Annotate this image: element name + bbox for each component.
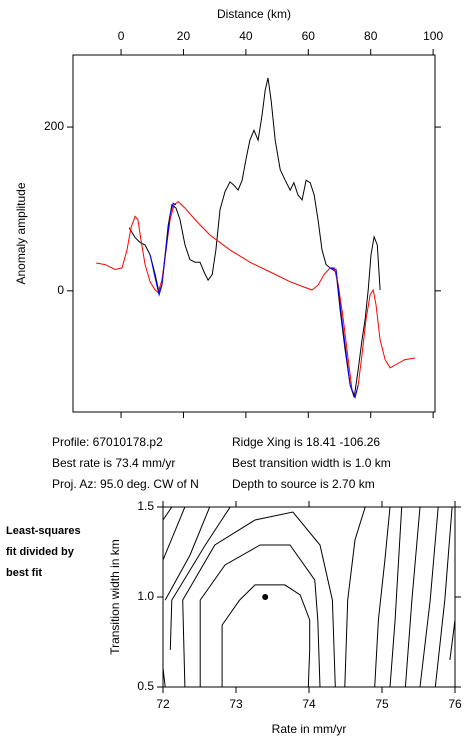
note-text: best fit [6,567,42,579]
contour-line [169,506,231,650]
x-tick-label: 74 [302,697,316,711]
contour-line [404,506,421,688]
contour-line [162,506,173,521]
x-tick-label: 73 [229,697,243,711]
info-text: Best transition width is 1.0 km [232,456,391,470]
contour-line [419,506,439,688]
x-tick-label: 75 [375,697,389,711]
plot-frame [72,54,436,413]
profile-line [329,267,359,399]
y-tick-label: 0.5 [137,679,154,693]
contour-line [162,506,186,561]
x-tick-label: 76 [448,697,462,711]
y-tick-label: 200 [44,119,64,133]
contour-line [199,544,321,688]
info-text: Ridge Xing is 18.41 -106.26 [232,435,380,449]
best-fit-point [262,594,269,600]
profile-line [149,202,177,297]
contour-line [162,667,166,688]
x-tick-label: 60 [302,29,316,43]
info-text: Profile: 67010178.p2 [52,435,163,449]
x-tick-label: 72 [156,697,170,711]
contour-line [344,506,366,688]
contour-line [389,506,403,688]
x-axis-label: Rate in mm/yr [272,722,347,736]
contour-line [434,506,453,688]
x-tick-label: 40 [239,29,253,43]
contour-line [164,506,211,601]
x-tick-label: 20 [177,29,191,43]
y-tick-label: 0 [57,283,64,297]
contour-line [221,584,311,688]
info-text: Proj. Az: 95.0 deg. CW of N [52,477,199,491]
note-text: fit divided by [6,546,75,558]
contour-line [449,619,456,661]
y-axis-label: Transition width in km [108,539,122,655]
contour-line [182,511,336,688]
x-axis-label: Distance (km) [217,7,291,21]
info-text: Depth to source is 2.70 km [232,477,375,491]
y-tick-label: 1.5 [137,499,154,513]
x-tick-label: 0 [118,29,125,43]
profile-line [96,200,416,399]
profile-line [128,77,381,398]
info-text: Best rate is 73.4 mm/yr [52,456,175,470]
note-text: Least-squares [6,525,81,537]
y-tick-label: 1.0 [137,589,154,603]
y-axis-label: Anomaly amplitude [14,182,28,284]
x-tick-label: 80 [364,29,378,43]
x-tick-label: 100 [423,29,443,43]
contour-line [374,506,391,688]
